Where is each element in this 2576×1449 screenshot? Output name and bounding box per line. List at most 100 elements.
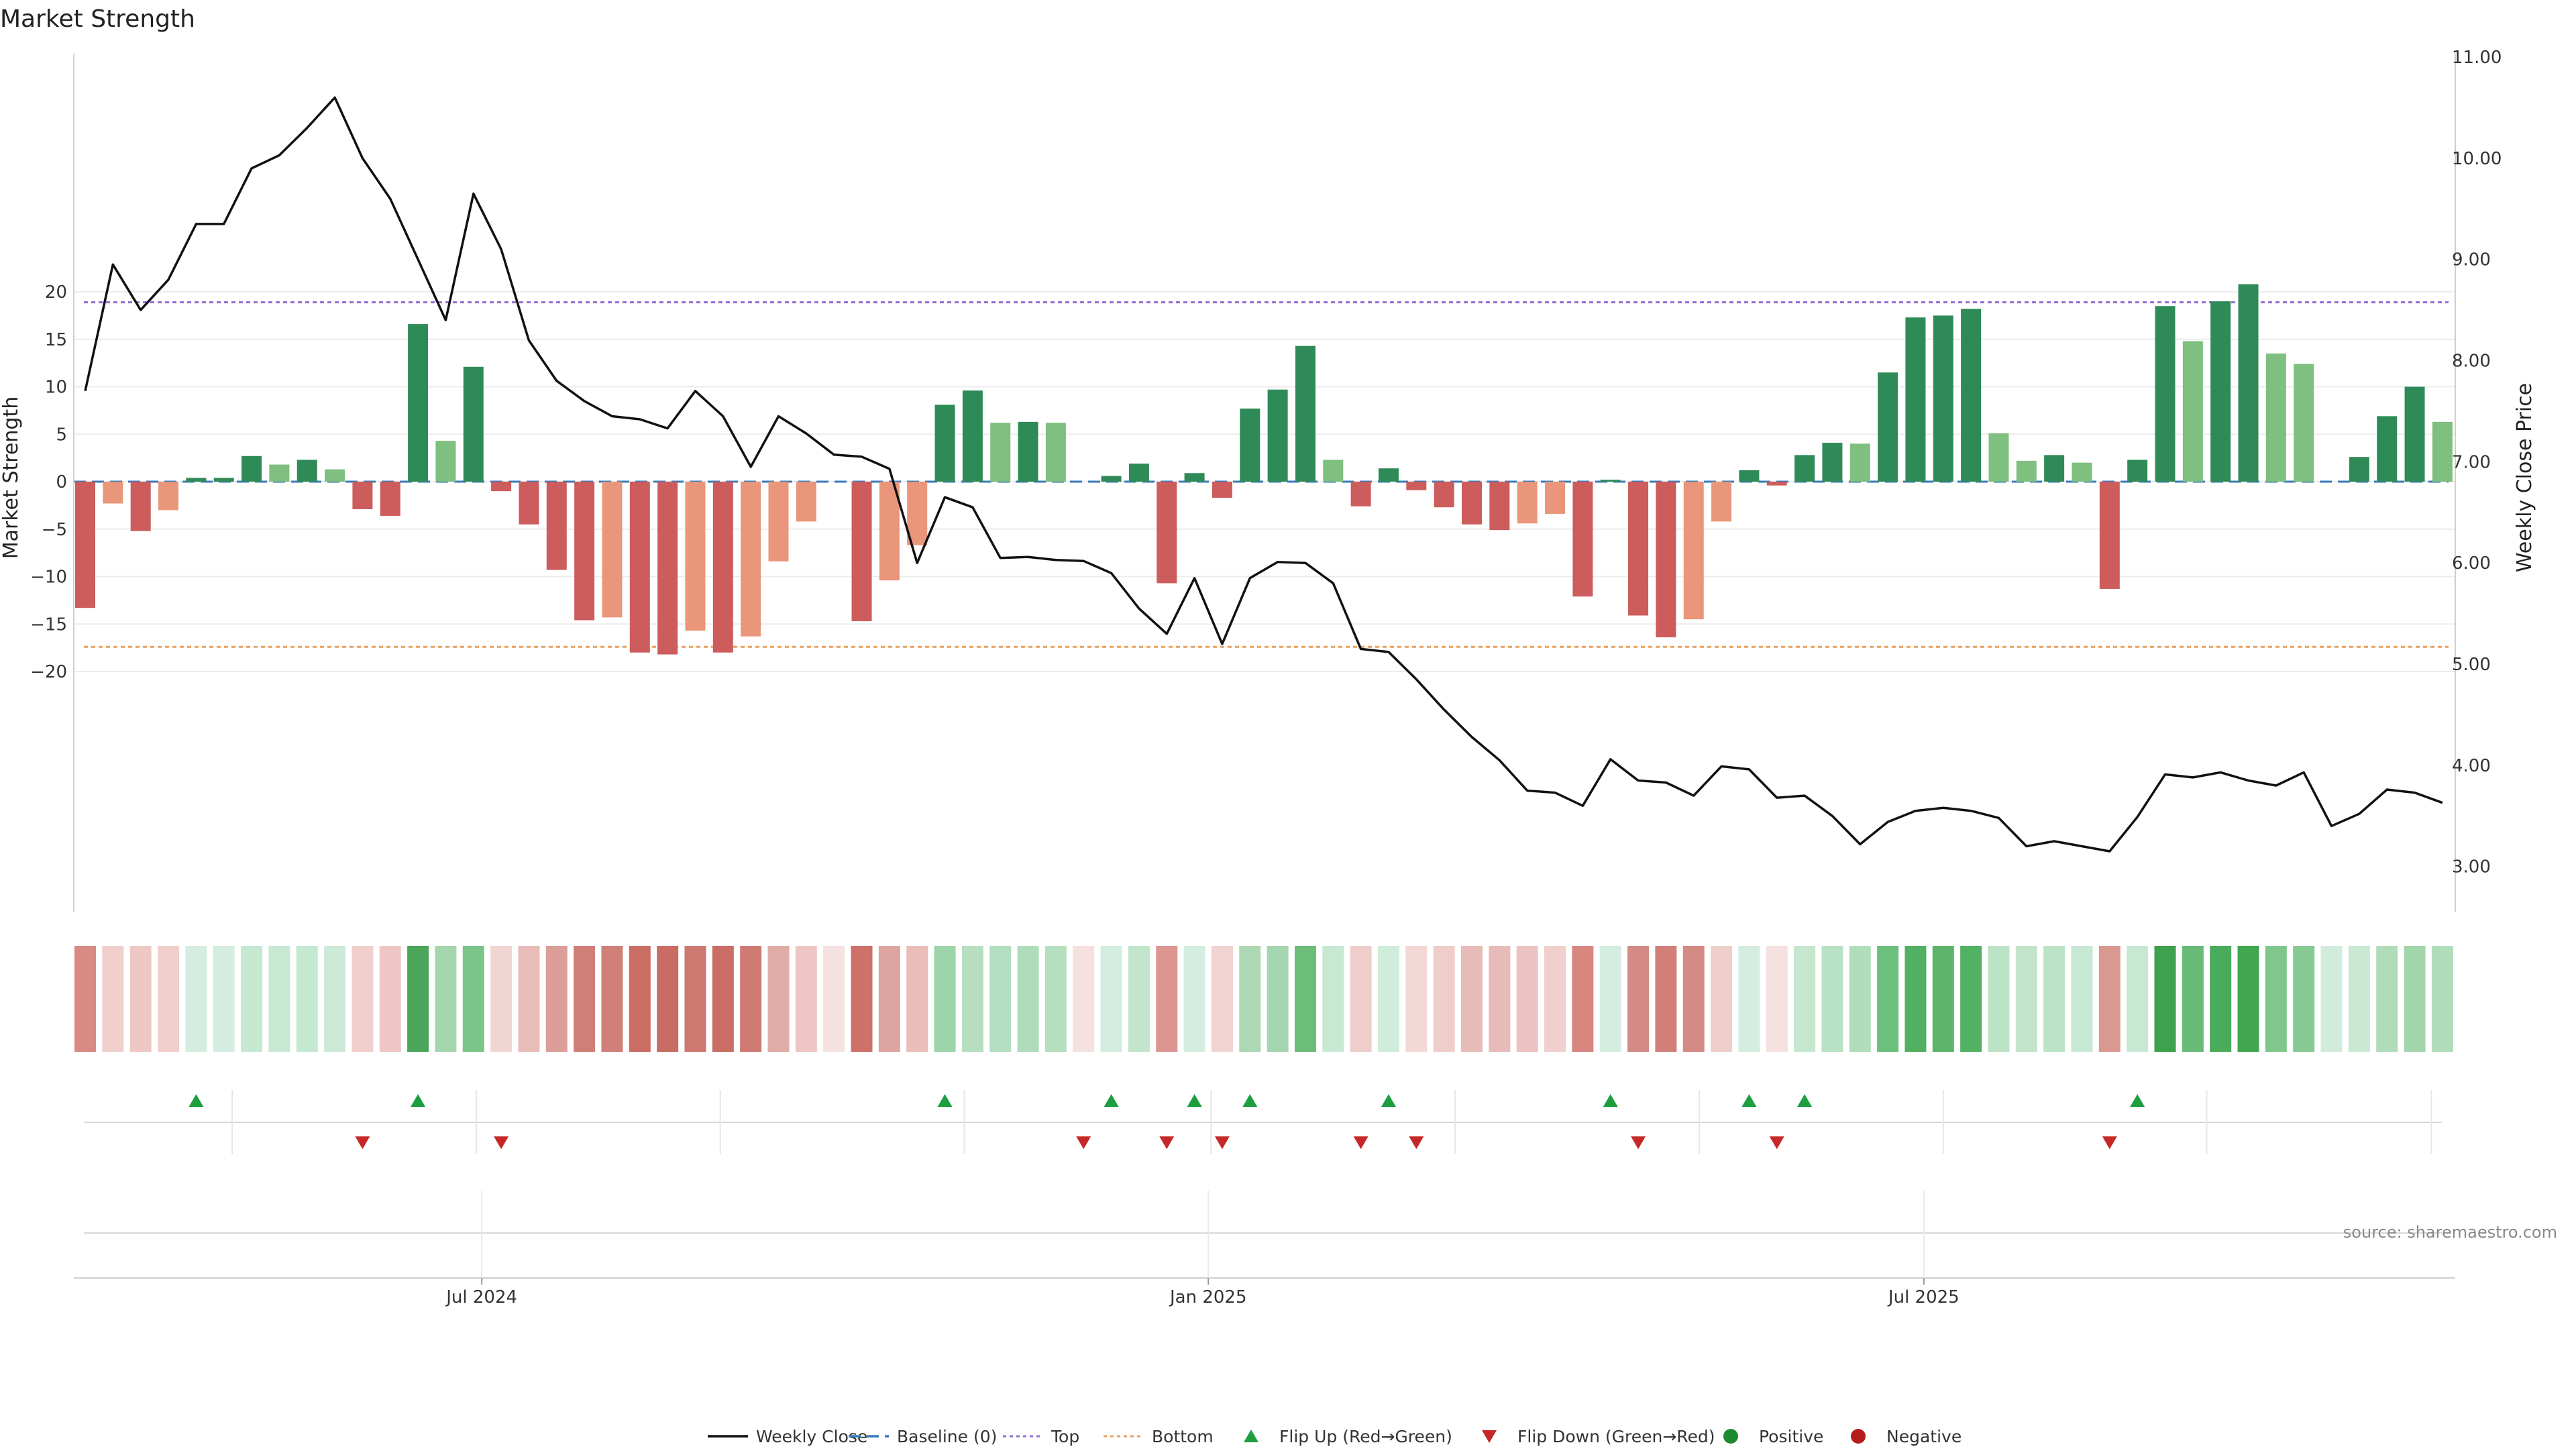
legend-item: Flip Down (Green→Red) <box>1482 1427 1715 1446</box>
heat-cell <box>1599 946 1621 1052</box>
heat-cell <box>1821 946 1843 1052</box>
strength-bar <box>2016 460 2037 482</box>
heat-cell <box>2182 946 2204 1052</box>
heat-cell <box>1572 946 1594 1052</box>
y2-tick-label: 7.00 <box>2452 452 2491 472</box>
legend-label: Flip Down (Green→Red) <box>1517 1427 1715 1446</box>
heat-cell <box>1489 946 1511 1052</box>
heat-cell <box>1073 946 1095 1052</box>
flip-up-marker <box>937 1094 953 1107</box>
strength-bar <box>2155 306 2176 482</box>
strength-bar <box>657 482 678 655</box>
heat-cell <box>1350 946 1372 1052</box>
strength-bar <box>2044 455 2065 482</box>
strength-bar <box>1656 482 1676 638</box>
strength-bar <box>1101 476 1122 482</box>
source-note: source: sharemaestro.com <box>2343 1223 2557 1242</box>
legend-item: Weekly Close <box>708 1427 867 1446</box>
heat-cell <box>934 946 956 1052</box>
heat-cell <box>1766 946 1788 1052</box>
heat-cell <box>2348 946 2370 1052</box>
strength-bar <box>1545 482 1566 515</box>
flip-up-marker <box>1242 1094 1258 1107</box>
y-tick-label: −15 <box>30 614 67 635</box>
heat-cell <box>1904 946 1927 1052</box>
weekly-close-line-group <box>84 96 2443 853</box>
flip-up-marker <box>411 1094 426 1107</box>
heat-cell <box>2210 946 2232 1052</box>
strength-bar <box>1406 482 1427 490</box>
strength-bar <box>1378 468 1399 482</box>
strength-bar <box>408 324 429 482</box>
heat-cell <box>740 946 762 1052</box>
heat-cell <box>74 946 96 1052</box>
strength-bar <box>879 482 900 581</box>
heat-cell <box>712 946 734 1052</box>
heat-cell <box>518 946 540 1052</box>
heat-cell <box>1877 946 1899 1052</box>
heat-cell <box>657 946 679 1052</box>
strength-bar <box>2127 460 2148 482</box>
heat-cell <box>129 946 152 1052</box>
heat-cell <box>684 946 706 1052</box>
y2-tick-label: 6.00 <box>2452 553 2491 574</box>
heat-cell <box>407 946 429 1052</box>
flip-up-marker <box>1797 1094 1813 1107</box>
heat-cell <box>1156 946 1178 1052</box>
y2-tick-label: 5.00 <box>2452 655 2491 675</box>
legend-label: Negative <box>1886 1427 1962 1446</box>
heat-cell <box>1267 946 1289 1052</box>
heat-cell <box>1294 946 1316 1052</box>
strength-bar <box>241 455 262 482</box>
weekly-close-line <box>84 96 2443 853</box>
strength-bar <box>1240 409 1260 482</box>
legend-item: Flip Up (Red→Green) <box>1244 1427 1452 1446</box>
strength-bar <box>574 482 595 621</box>
heat-cell <box>1960 946 1982 1052</box>
legend-label: Top <box>1051 1427 1079 1446</box>
strength-bar <box>1572 482 1593 597</box>
y2-tick-label: 9.00 <box>2452 250 2491 270</box>
heat-cell <box>185 946 207 1052</box>
y2-tick-label: 3.00 <box>2452 857 2491 877</box>
heat-cell <box>851 946 873 1052</box>
heat-cell <box>1711 946 1733 1052</box>
strength-bar <box>213 478 234 482</box>
strength-bar <box>1905 317 1926 482</box>
heat-cell <box>324 946 346 1052</box>
y-tick-label: 10 <box>45 378 67 398</box>
legend-item: Positive <box>1723 1427 1823 1446</box>
x-tick-label: Jan 2025 <box>1169 1287 1247 1307</box>
legend-item: Top <box>1003 1427 1079 1446</box>
strength-bar <box>2265 353 2286 482</box>
strength-bar <box>1128 464 1149 482</box>
strength-bar <box>2182 341 2203 482</box>
strength-bar <box>2432 421 2453 482</box>
heat-cell <box>2071 946 2093 1052</box>
strength-bar <box>1878 372 1898 482</box>
y2-axis-label: Weekly Close Price <box>2513 383 2536 572</box>
strength-bar <box>1849 443 1870 482</box>
heat-cell <box>2431 946 2453 1052</box>
flip-events-panel <box>84 1090 2442 1234</box>
heat-cell <box>1849 946 1871 1052</box>
legend: Weekly Close Baseline (0) Top Bottom Flip Up… <box>708 1427 1962 1446</box>
legend-label: Baseline (0) <box>897 1427 997 1446</box>
heat-cell <box>1128 946 1150 1052</box>
strength-bar <box>907 482 928 545</box>
flip-up-marker <box>1187 1094 1202 1107</box>
heat-cell <box>1100 946 1122 1052</box>
heat-cell <box>2265 946 2287 1052</box>
heat-cell <box>2404 946 2426 1052</box>
heat-cell <box>906 946 928 1052</box>
heat-cell <box>629 946 651 1052</box>
legend-swatch <box>1851 1429 1866 1444</box>
x-tick-label: Jul 2025 <box>1887 1287 1960 1307</box>
strength-bar <box>130 482 151 531</box>
strength-bar <box>851 482 872 622</box>
y-tick-label: −20 <box>30 662 67 682</box>
heat-cell <box>961 946 983 1052</box>
heat-cell <box>2043 946 2065 1052</box>
strength-bar <box>629 482 650 653</box>
